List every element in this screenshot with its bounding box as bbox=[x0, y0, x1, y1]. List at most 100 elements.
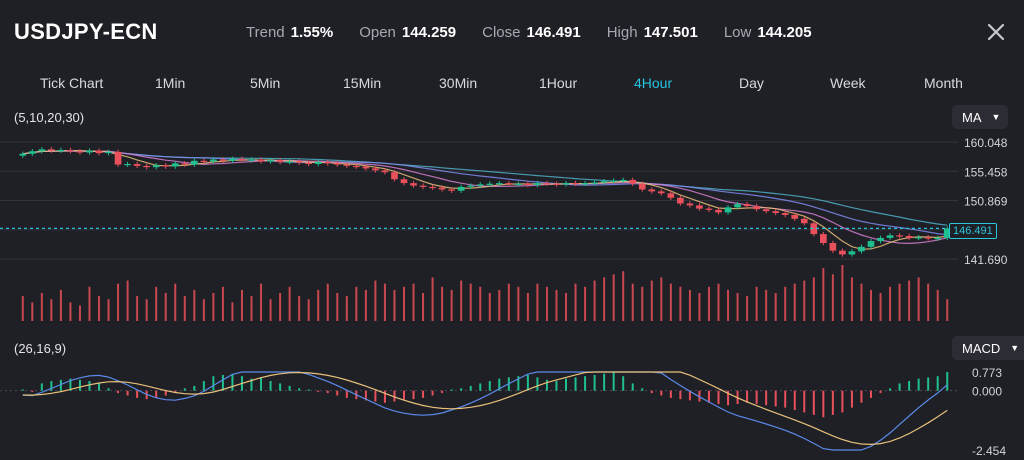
candle-body bbox=[200, 160, 208, 162]
macd-histogram-bar bbox=[946, 372, 949, 391]
volume-bar bbox=[936, 289, 939, 321]
macd-histogram-bar bbox=[584, 376, 587, 391]
candle-body bbox=[629, 179, 637, 184]
macd-histogram-bar bbox=[402, 390, 405, 401]
candle-body bbox=[677, 197, 684, 204]
macd-histogram-bar bbox=[250, 378, 253, 391]
stat-high: High 147.501 bbox=[607, 24, 698, 41]
macd-histogram-bar bbox=[441, 390, 444, 394]
candle-body bbox=[105, 151, 112, 154]
close-button[interactable] bbox=[984, 20, 1008, 44]
macd-histogram-bar bbox=[345, 390, 348, 398]
volume-bar bbox=[784, 286, 787, 321]
candle-body bbox=[95, 150, 103, 154]
candle-body bbox=[295, 161, 303, 163]
volume-bar bbox=[603, 277, 606, 321]
macd-histogram-bar bbox=[98, 383, 101, 391]
volume-bar bbox=[212, 293, 215, 321]
macd-indicator-dropdown[interactable]: MACD ▼ bbox=[952, 336, 1024, 360]
candle-body bbox=[896, 235, 903, 237]
macd-tick-label: -2.454 bbox=[972, 444, 1006, 458]
tab-15min[interactable]: 15Min bbox=[343, 75, 382, 91]
macd-histogram-bar bbox=[498, 378, 501, 391]
volume-bar bbox=[765, 289, 768, 321]
volume-bar bbox=[355, 286, 358, 321]
macd-histogram-bar bbox=[784, 390, 787, 408]
volume-bar bbox=[879, 293, 882, 321]
volume-bar bbox=[402, 286, 405, 321]
macd-histogram-bar bbox=[727, 390, 730, 406]
candle-body bbox=[591, 182, 598, 184]
macd-histogram-bar bbox=[231, 373, 234, 391]
candle-body bbox=[57, 149, 65, 152]
ma-indicator-label: MA bbox=[962, 109, 982, 125]
volume-bar bbox=[345, 296, 348, 321]
tab-month[interactable]: Month bbox=[924, 75, 963, 91]
stat-value: 147.501 bbox=[643, 24, 698, 41]
volume-bar bbox=[545, 286, 548, 321]
symbol-title: USDJPY-ECN bbox=[14, 19, 158, 44]
macd-histogram-bar bbox=[593, 374, 596, 391]
macd-histogram-bar bbox=[21, 389, 24, 391]
tab-5min[interactable]: 5Min bbox=[250, 75, 281, 91]
volume-bar bbox=[31, 302, 34, 321]
candle-body bbox=[381, 170, 389, 173]
macd-histogram-bar bbox=[555, 381, 558, 391]
volume-bar bbox=[98, 296, 101, 321]
tab-30min[interactable]: 30Min bbox=[439, 75, 478, 91]
macd-histogram-bar bbox=[78, 379, 81, 391]
candle-body bbox=[143, 165, 150, 168]
candle-body bbox=[124, 163, 131, 166]
volume-bar bbox=[307, 299, 310, 321]
macd-histogram-bar bbox=[565, 378, 568, 391]
candle-body bbox=[133, 163, 141, 166]
macd-histogram-bar bbox=[746, 390, 749, 403]
candle-body bbox=[762, 209, 770, 212]
candle-body bbox=[267, 160, 274, 162]
tab-1hour[interactable]: 1Hour bbox=[539, 75, 578, 91]
volume-bar bbox=[21, 296, 24, 321]
macd-histogram-bar bbox=[603, 373, 606, 391]
stat-trend: Trend 1.55% bbox=[246, 24, 333, 41]
candle-body bbox=[257, 159, 265, 162]
tab-4hour[interactable]: 4Hour bbox=[634, 75, 673, 91]
tab-tick-chart[interactable]: Tick Chart bbox=[40, 75, 104, 91]
volume-bar bbox=[755, 286, 758, 321]
tab-day[interactable]: Day bbox=[739, 75, 764, 91]
candle-body bbox=[324, 162, 332, 164]
candle-body bbox=[820, 234, 827, 244]
tab-week[interactable]: Week bbox=[830, 75, 866, 91]
macd-histogram-bar bbox=[307, 389, 310, 391]
volume-bar bbox=[431, 277, 434, 321]
candle-body bbox=[343, 164, 351, 166]
candle-body bbox=[562, 183, 570, 185]
macd-histogram-bar bbox=[393, 390, 396, 402]
volume-bar bbox=[650, 280, 653, 321]
volume-bar bbox=[383, 283, 386, 321]
volume-bar bbox=[393, 289, 396, 321]
macd-histogram-bar bbox=[383, 390, 386, 403]
candle-body bbox=[457, 186, 465, 191]
volume-bar bbox=[631, 283, 634, 321]
volume-bar bbox=[641, 286, 644, 321]
candle-body bbox=[229, 158, 236, 161]
volume-bar bbox=[279, 293, 282, 321]
candle-body bbox=[696, 205, 703, 209]
volume-bar bbox=[536, 283, 539, 321]
candle-body bbox=[610, 180, 617, 182]
candle-body bbox=[619, 179, 627, 182]
candle-body bbox=[400, 179, 408, 184]
candle-body bbox=[667, 193, 675, 198]
candle-body bbox=[715, 209, 722, 213]
candle-body bbox=[734, 204, 741, 208]
volume-bar bbox=[364, 289, 367, 321]
volume-bar bbox=[117, 283, 120, 321]
macd-histogram-bar bbox=[812, 390, 815, 415]
ma10-line bbox=[22, 150, 948, 245]
volume-bar bbox=[260, 283, 263, 321]
candle-body bbox=[810, 223, 818, 235]
macd-histogram-bar bbox=[260, 377, 263, 391]
ma-indicator-dropdown[interactable]: MA ▼ bbox=[952, 105, 1009, 129]
tab-1min[interactable]: 1Min bbox=[155, 75, 186, 91]
